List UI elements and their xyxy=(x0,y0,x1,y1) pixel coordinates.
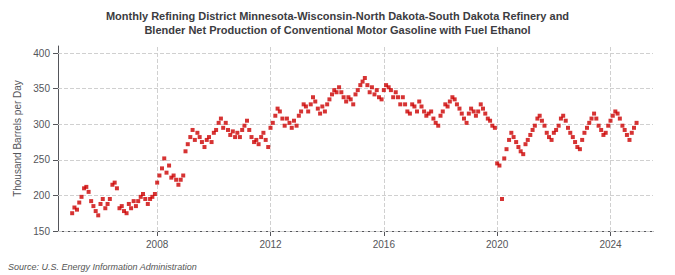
svg-text:2020: 2020 xyxy=(486,239,509,250)
svg-text:250: 250 xyxy=(33,154,50,165)
svg-text:150: 150 xyxy=(33,226,50,237)
svg-text:400: 400 xyxy=(33,48,50,59)
svg-text:2008: 2008 xyxy=(146,239,169,250)
svg-text:2016: 2016 xyxy=(373,239,396,250)
svg-text:Thousand Barrels per Day: Thousand Barrels per Day xyxy=(12,80,23,197)
svg-text:2012: 2012 xyxy=(259,239,282,250)
svg-text:Source: U.S. Energy Informatio: Source: U.S. Energy Information Administ… xyxy=(8,262,197,272)
svg-text:2024: 2024 xyxy=(599,239,622,250)
svg-text:300: 300 xyxy=(33,119,50,130)
svg-text:350: 350 xyxy=(33,83,50,94)
svg-text:Blender Net Production of Conv: Blender Net Production of Conventional M… xyxy=(144,24,530,36)
svg-text:200: 200 xyxy=(33,190,50,201)
svg-text:Monthly Refining District Minn: Monthly Refining District Minnesota-Wisc… xyxy=(106,10,569,22)
